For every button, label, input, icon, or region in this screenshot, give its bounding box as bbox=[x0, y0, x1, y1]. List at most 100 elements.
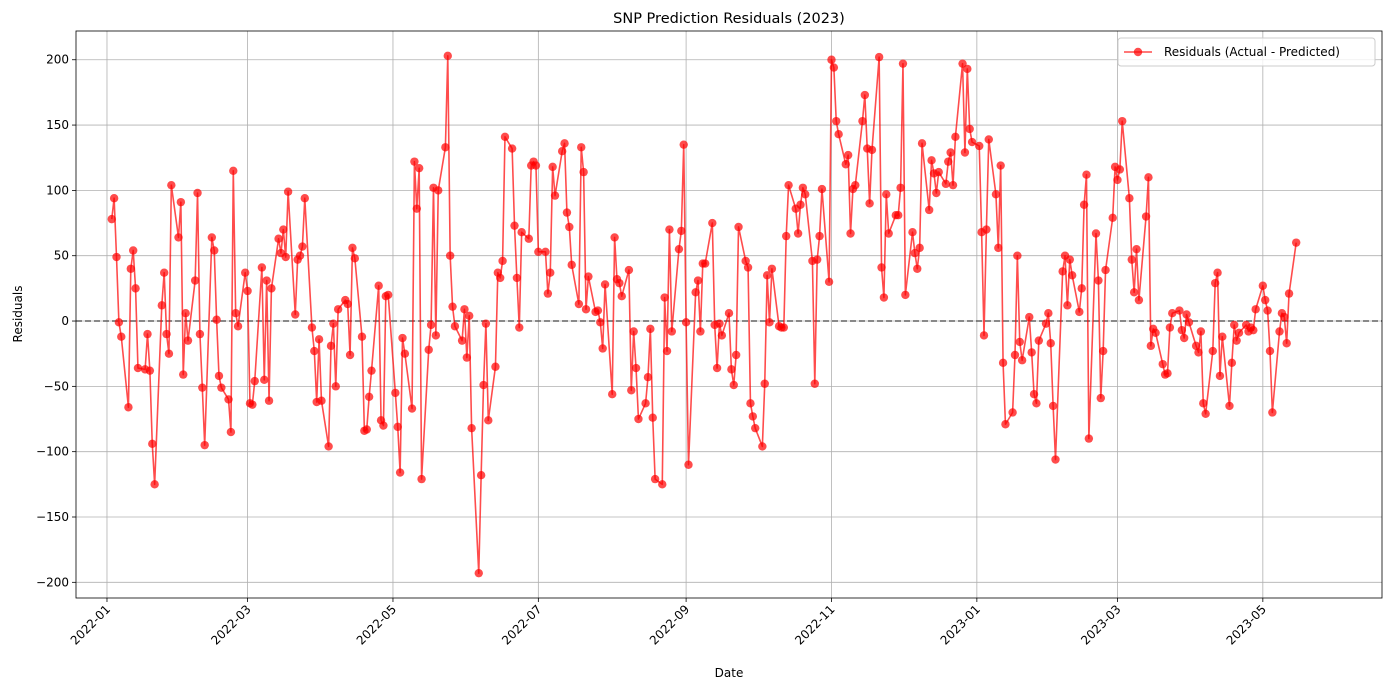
data-point bbox=[1084, 434, 1094, 443]
data-point bbox=[577, 143, 586, 152]
data-point bbox=[796, 200, 805, 209]
data-point bbox=[915, 243, 924, 253]
data-point bbox=[908, 227, 917, 237]
data-point bbox=[812, 255, 822, 264]
data-point bbox=[217, 383, 226, 392]
y-axis-title: Residuals bbox=[11, 286, 25, 343]
data-point bbox=[426, 320, 436, 330]
data-point bbox=[631, 363, 641, 373]
data-point bbox=[195, 329, 205, 339]
data-point bbox=[779, 323, 789, 332]
data-point bbox=[250, 376, 259, 386]
data-point bbox=[996, 161, 1005, 170]
legend: Residuals (Actual - Predicted) bbox=[1117, 37, 1376, 67]
data-point bbox=[414, 163, 424, 173]
x-axis-title: Date bbox=[715, 666, 744, 680]
data-point bbox=[226, 427, 236, 437]
data-point bbox=[815, 231, 824, 241]
data-point bbox=[1251, 305, 1260, 314]
data-point bbox=[193, 188, 202, 198]
data-point bbox=[984, 135, 993, 144]
data-point bbox=[1210, 278, 1220, 288]
data-point bbox=[224, 395, 233, 404]
data-point bbox=[1184, 318, 1194, 327]
data-point bbox=[112, 252, 121, 262]
data-point bbox=[884, 229, 893, 238]
data-point bbox=[534, 247, 543, 256]
data-point bbox=[944, 157, 953, 166]
data-point bbox=[1284, 289, 1294, 298]
data-point bbox=[1094, 276, 1103, 285]
y-tick-label: 200 bbox=[46, 53, 69, 67]
data-point bbox=[300, 194, 309, 203]
data-point bbox=[1101, 265, 1110, 275]
data-point bbox=[279, 225, 288, 234]
x-tick-label: 2022-07 bbox=[499, 602, 544, 647]
data-point bbox=[274, 234, 283, 243]
data-point bbox=[507, 144, 517, 153]
data-point bbox=[1077, 284, 1086, 293]
data-point bbox=[1115, 165, 1125, 174]
data-point bbox=[450, 322, 460, 331]
data-point bbox=[1129, 288, 1139, 297]
data-point bbox=[317, 396, 326, 405]
data-point bbox=[543, 289, 553, 298]
data-point bbox=[798, 183, 808, 192]
data-point bbox=[724, 308, 734, 318]
data-point bbox=[1179, 333, 1189, 343]
data-point bbox=[424, 345, 433, 354]
data-point bbox=[1158, 359, 1167, 369]
data-point bbox=[1108, 213, 1117, 223]
data-point bbox=[965, 124, 974, 134]
data-point bbox=[691, 288, 700, 297]
data-point bbox=[393, 422, 402, 432]
data-point bbox=[1215, 371, 1225, 381]
data-point bbox=[646, 324, 655, 334]
data-point bbox=[491, 362, 500, 371]
data-point bbox=[479, 380, 488, 390]
data-point bbox=[896, 183, 905, 192]
data-point bbox=[398, 333, 407, 343]
data-point bbox=[715, 319, 724, 328]
y-tick-label: 150 bbox=[46, 118, 69, 132]
data-point bbox=[329, 319, 338, 328]
data-point bbox=[834, 130, 843, 139]
y-axis-ticks: −200 −150 −100 −50 0 50 100 150 200 bbox=[36, 53, 76, 589]
data-point bbox=[913, 264, 922, 273]
data-point bbox=[967, 137, 977, 147]
data-point bbox=[717, 331, 727, 340]
data-point bbox=[212, 315, 221, 324]
data-point bbox=[362, 425, 371, 434]
data-point bbox=[343, 299, 352, 309]
data-point bbox=[758, 442, 767, 451]
data-point bbox=[1249, 325, 1258, 335]
data-point bbox=[681, 318, 691, 327]
data-point bbox=[1199, 399, 1208, 408]
data-point bbox=[207, 233, 217, 242]
data-point bbox=[751, 423, 760, 433]
data-point bbox=[708, 218, 717, 228]
data-point bbox=[1034, 336, 1044, 345]
data-point bbox=[164, 349, 174, 358]
data-point bbox=[1168, 308, 1177, 318]
y-tick-label: 100 bbox=[46, 183, 69, 197]
data-point bbox=[357, 332, 367, 341]
data-point bbox=[1025, 312, 1034, 322]
data-point bbox=[567, 260, 576, 270]
y-tick-label: −150 bbox=[36, 510, 69, 524]
data-point bbox=[960, 148, 970, 157]
legend-marker-swatch bbox=[1133, 47, 1143, 57]
data-point bbox=[784, 180, 793, 190]
data-point bbox=[760, 379, 769, 388]
data-point bbox=[345, 350, 355, 360]
data-point bbox=[579, 167, 588, 177]
data-point bbox=[233, 322, 243, 331]
data-point bbox=[917, 139, 927, 148]
data-point bbox=[1015, 337, 1024, 347]
data-point bbox=[181, 308, 190, 318]
data-point bbox=[1067, 271, 1077, 280]
data-point bbox=[1163, 369, 1172, 378]
data-point bbox=[229, 166, 238, 175]
x-tick-label: 2022-05 bbox=[354, 602, 399, 647]
data-point bbox=[1141, 212, 1151, 221]
